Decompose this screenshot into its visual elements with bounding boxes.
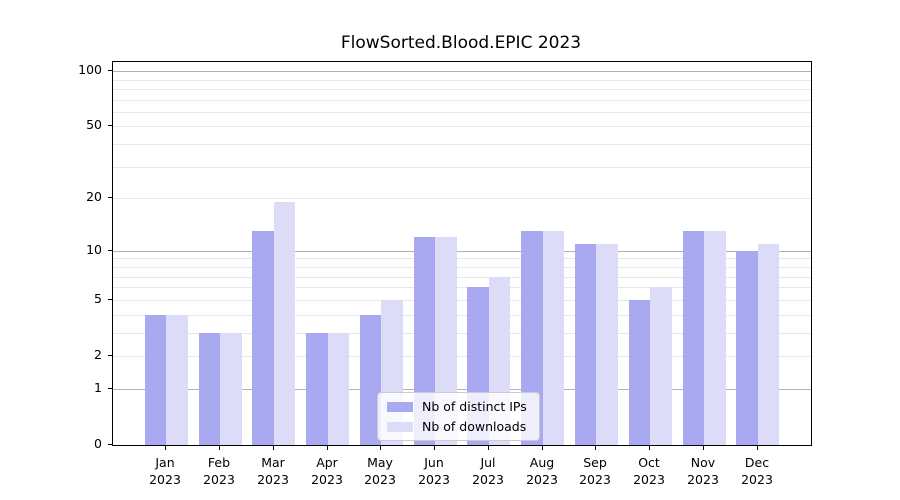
bar-oct-series1	[650, 287, 672, 445]
x-tick-may	[380, 446, 381, 450]
gridline-y-40	[113, 144, 811, 145]
gridline-y-8	[113, 267, 811, 268]
gridline-y-90	[113, 80, 811, 81]
bar-oct-series0	[628, 299, 651, 445]
x-tick-label-apr: Apr 2023	[311, 455, 343, 487]
gridline-y-4	[113, 315, 811, 316]
y-tick-10	[108, 250, 113, 251]
y-tick-5	[108, 299, 113, 300]
bar-mar-series1	[273, 202, 296, 445]
y-tick-label-50: 50	[86, 117, 102, 132]
gridline-y-80	[113, 89, 811, 90]
chart-title: FlowSorted.Blood.EPIC 2023	[340, 33, 582, 53]
x-tick-mar	[273, 446, 274, 450]
y-tick-2	[108, 355, 113, 356]
gridline-y-20	[113, 198, 811, 199]
x-tick-dec	[757, 446, 758, 450]
gridline-y-60	[113, 112, 811, 113]
x-tick-aug	[542, 446, 543, 450]
x-tick-label-aug: Aug 2023	[526, 455, 558, 487]
bar-apr-series0	[306, 332, 328, 445]
x-tick-label-may: May 2023	[364, 455, 396, 487]
bar-nov-series0	[682, 231, 704, 445]
x-tick-jul	[488, 446, 489, 450]
legend-label-distinct-ips: Nb of distinct IPs	[422, 399, 527, 414]
bar-sep-series0	[574, 243, 597, 445]
y-tick-label-20: 20	[86, 189, 102, 204]
x-tick-label-dec: Dec 2023	[741, 455, 773, 487]
gridline-y-2	[113, 356, 811, 357]
bar-sep-series1	[596, 243, 618, 445]
x-tick-label-mar: Mar 2023	[257, 455, 289, 487]
y-tick-label-100: 100	[78, 62, 102, 77]
gridline-y-1	[113, 389, 811, 390]
gridline-y-100	[113, 71, 811, 72]
gridline-y-6	[113, 287, 811, 288]
legend-swatch-downloads	[387, 421, 413, 432]
x-tick-oct	[649, 446, 650, 450]
x-tick-jun	[434, 446, 435, 450]
bar-aug-series0	[521, 231, 543, 445]
x-tick-label-nov: Nov 2023	[687, 455, 719, 487]
bar-aug-series1	[542, 231, 565, 445]
y-tick-label-10: 10	[86, 242, 102, 257]
bar-may-series0	[359, 314, 382, 445]
x-tick-feb	[219, 446, 220, 450]
gridline-y-30	[113, 167, 811, 168]
x-tick-nov	[703, 446, 704, 450]
legend-item-distinct-ips: Nb of distinct IPs	[387, 398, 527, 415]
x-tick-label-oct: Oct 2023	[633, 455, 665, 487]
gridline-y-50	[113, 126, 811, 127]
bar-feb-series1	[220, 332, 242, 445]
gridline-y-70	[113, 100, 811, 101]
y-tick-1	[108, 388, 113, 389]
x-tick-label-jan: Jan 2023	[149, 455, 181, 487]
gridline-y-5	[113, 300, 811, 301]
gridline-y-9	[113, 258, 811, 259]
y-tick-20	[108, 197, 113, 198]
bar-nov-series1	[704, 231, 726, 445]
legend-label-downloads: Nb of downloads	[422, 419, 527, 434]
x-tick-jan	[165, 446, 166, 450]
x-tick-label-feb: Feb 2023	[203, 455, 235, 487]
bar-jan-series1	[166, 314, 188, 445]
bar-dec-series0	[736, 250, 758, 445]
y-tick-label-5: 5	[94, 291, 102, 306]
legend: Nb of distinct IPs Nb of downloads	[377, 392, 540, 441]
bar-jan-series0	[144, 314, 167, 445]
bar-apr-series1	[327, 332, 350, 445]
legend-item-downloads: Nb of downloads	[387, 418, 527, 435]
x-tick-label-sep: Sep 2023	[579, 455, 611, 487]
gridline-y-7	[113, 277, 811, 278]
bar-mar-series0	[252, 231, 274, 445]
y-tick-label-1: 1	[94, 380, 102, 395]
y-tick-50	[108, 125, 113, 126]
gridline-y-10	[113, 251, 811, 252]
bar-feb-series0	[198, 332, 220, 445]
bar-dec-series1	[757, 243, 780, 445]
y-tick-0	[108, 444, 113, 445]
legend-swatch-distinct-ips	[387, 401, 413, 412]
x-tick-label-jul: Jul 2023	[472, 455, 504, 487]
y-tick-label-0: 0	[94, 436, 102, 451]
y-tick-label-2: 2	[94, 347, 102, 362]
x-tick-label-jun: Jun 2023	[418, 455, 450, 487]
x-tick-apr	[327, 446, 328, 450]
plot-area	[112, 61, 812, 446]
gridline-y-3	[113, 333, 811, 334]
y-tick-100	[108, 70, 113, 71]
x-tick-sep	[595, 446, 596, 450]
